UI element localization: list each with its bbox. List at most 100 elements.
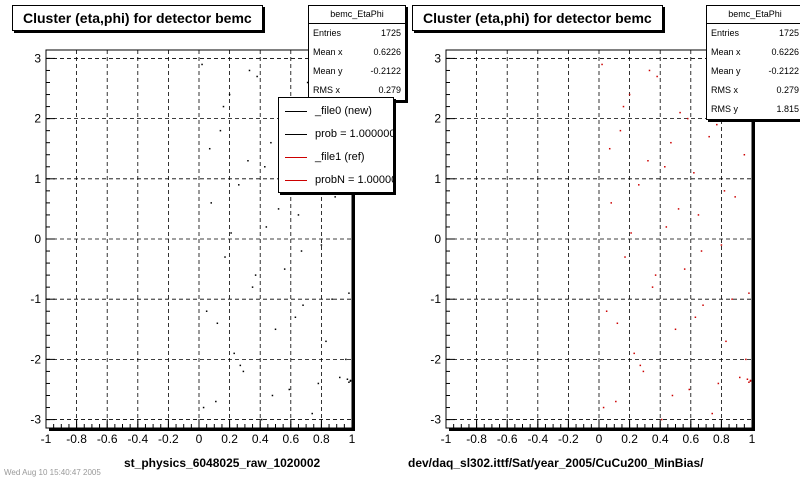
legend-label: prob = 1.000000 [315,128,394,140]
data-point [638,184,640,186]
data-point [731,298,733,300]
legend-line-swatch [285,157,307,158]
data-point [208,147,211,150]
x-tick-label: -0.2 [158,432,179,446]
right-pad: -1 -0.8 -0.6 -0.4 -0.2 0 0.2 0.4 0.6 0.8 1 -3 -2 -1 0 1… [400,0,800,480]
data-point [716,123,718,126]
data-point [683,268,686,270]
stat-value: 1.815 [776,104,799,114]
data-point [306,81,309,84]
data-point [745,358,747,361]
data-point [639,364,642,367]
data-point [277,208,280,210]
x-tick-label: 0.8 [713,432,730,446]
stat-value: 0.279 [776,85,799,95]
data-point [334,196,336,198]
data-point [647,160,649,162]
data-point [228,93,231,96]
data-point [264,166,266,168]
stat-value: 0.279 [378,85,401,95]
data-point [624,256,626,258]
data-point [693,172,695,174]
data-point [605,310,608,312]
x-tick-label: 0.6 [682,432,699,446]
data-point [630,232,632,234]
y-tick-label: 0 [434,232,441,246]
data-point [711,412,713,415]
data-point [702,304,704,306]
stat-label: RMS x [313,85,340,95]
data-point [749,380,752,382]
data-point [664,166,666,168]
data-point [201,63,203,66]
y-tick-label: 3 [34,51,41,65]
x-tick-label: 0 [196,432,203,446]
stat-label: Entries [711,28,740,38]
data-point [302,304,304,306]
data-point [725,340,727,343]
data-point [677,208,680,210]
data-point [688,388,691,391]
data-point [615,400,617,403]
data-point [720,244,723,246]
stat-value: 0.6226 [771,47,799,57]
right-stats-name: bemc_EtaPhi [707,6,800,24]
legend-label: probN = 1.000000 [315,174,393,186]
y-tick-label: -1 [430,292,441,306]
data-point [317,382,320,385]
data-point [610,202,612,204]
comparison-legend: _file0 (new) prob = 1.000000 _file1 (ref… [278,97,394,193]
data-point [274,328,277,331]
data-point [734,196,736,198]
right-plot-title: Cluster (eta,phi) for detector bemc [412,5,663,31]
y-tick-label: 2 [34,112,41,126]
data-point [601,63,603,66]
x-tick-label: -0.4 [527,432,548,446]
right-stats-row: Entries 1725 [707,24,800,43]
stat-value: -0.2122 [768,66,799,76]
data-point [622,105,625,108]
left-plot-title: Cluster (eta,phi) for detector bemc [12,5,263,31]
right-stats-box: bemc_EtaPhi Entries 1725 Mean x 0.6226 M… [706,5,800,120]
stat-label: Mean y [711,66,741,76]
x-tick-label: 0.8 [313,432,330,446]
data-point [748,381,750,384]
data-point [325,340,327,343]
data-point [345,358,347,361]
y-tick-label: 3 [434,51,441,65]
left-pad: -1 -0.8 -0.6 -0.4 -0.2 0 0.2 0.4 0.6 0.8 1 -3 -2 -1 0 1… [4,5,406,477]
data-point [331,298,333,300]
data-point [748,292,750,294]
legend-line-swatch [285,111,307,112]
x-tick-label: -1 [441,432,452,446]
stat-label: Mean x [711,47,741,57]
y-tick-label: 0 [34,232,41,246]
data-point [248,69,251,72]
legend-line-swatch [285,134,307,135]
x-tick-label: 1 [349,432,356,446]
data-point [247,160,249,162]
data-point [642,370,645,373]
data-point [242,370,245,373]
data-point [215,400,217,403]
data-point [723,190,726,192]
right-x-axis-title: dev/daq_sl302.ittf/Sat/year_2005/CuCu200… [408,456,704,470]
data-point [202,406,205,409]
data-point [239,364,242,367]
data-point [283,268,286,270]
x-tick-label: -0.8 [66,432,87,446]
data-point [651,286,654,288]
x-tick-label: -0.2 [558,432,579,446]
x-tick-label: 0.2 [621,432,638,446]
data-point [743,153,746,156]
data-point [348,381,350,384]
data-point [294,316,297,318]
y-tick-label: -3 [30,413,41,427]
right-stats-row: RMS y 1.815 [707,100,800,119]
left-stats-row: Mean x 0.6226 [309,43,405,62]
x-tick-label: 1 [749,432,756,446]
data-point [297,214,300,216]
stat-label: Mean y [313,66,343,76]
data-point [216,322,219,325]
data-point [346,378,349,380]
